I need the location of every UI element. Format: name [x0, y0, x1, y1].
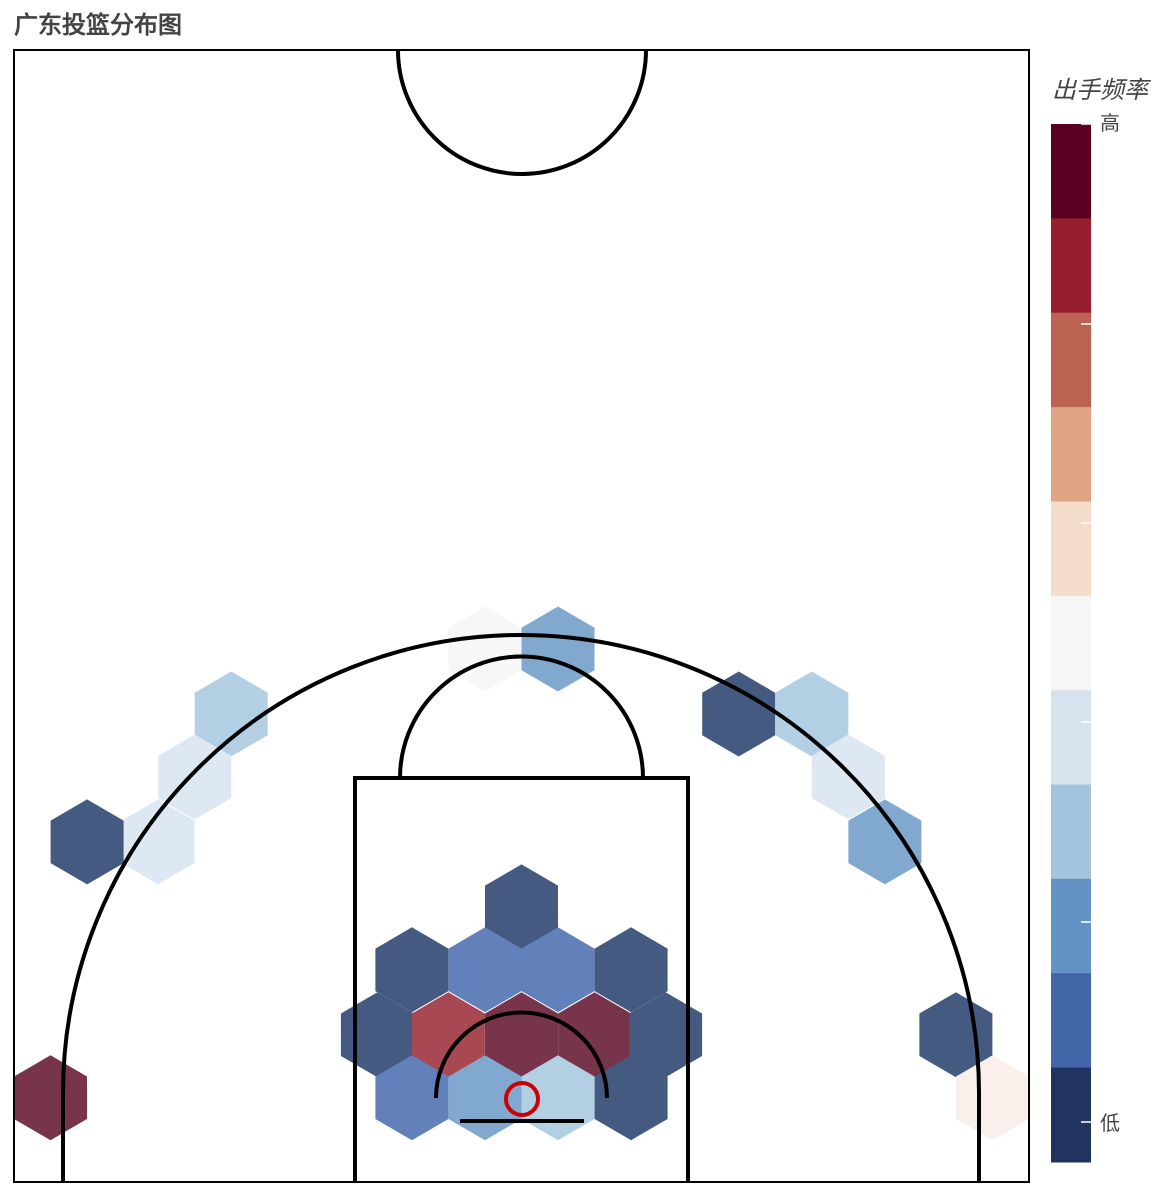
hexbin-20 — [375, 1055, 449, 1141]
restricted-area — [434, 1010, 609, 1099]
hexbin-7 — [775, 671, 849, 757]
plot-border — [13, 49, 1030, 1183]
hexbin-26 — [14, 1055, 87, 1141]
legend-swatch-6 — [1051, 690, 1091, 786]
hexbin-18 — [558, 992, 632, 1078]
hexbin-15 — [340, 992, 414, 1078]
color-legend — [1051, 124, 1091, 1163]
legend-swatch-4 — [1051, 501, 1091, 597]
court-lines — [61, 49, 981, 1182]
hexbin-10 — [485, 864, 558, 950]
legend-title: 出手频率 — [1052, 76, 1152, 104]
hexbin-22 — [521, 1055, 595, 1141]
hexbin-23 — [594, 1055, 668, 1141]
hexbin-2 — [194, 671, 268, 757]
legend-ticks — [1081, 123, 1091, 1123]
hexbin-19 — [629, 992, 703, 1078]
legend-swatch-3 — [1051, 407, 1091, 502]
center-circle — [396, 49, 648, 176]
hexbin-11 — [375, 927, 449, 1013]
three-point-line — [61, 633, 981, 1182]
chart-title: 广东投篮分布图 — [14, 11, 182, 39]
free-throw-circle — [398, 654, 645, 779]
legend-swatch-2 — [1051, 312, 1091, 408]
legend-swatch-5 — [1051, 595, 1091, 691]
hexbin-9 — [848, 799, 922, 885]
legend-swatch-9 — [1051, 973, 1091, 1069]
hexbin-12 — [448, 927, 522, 1013]
paint — [353, 776, 690, 1182]
hexbin-layer — [14, 606, 1029, 1141]
hexbin-4 — [121, 799, 195, 885]
hexbin-21 — [448, 1055, 522, 1141]
legend-swatch-1 — [1051, 218, 1091, 314]
legend-swatch-10 — [1051, 1067, 1091, 1163]
legend-swatch-8 — [1051, 878, 1091, 974]
hexbin-5 — [50, 799, 124, 885]
hexbin-14 — [594, 927, 668, 1013]
legend-high-label: 高 — [1100, 111, 1120, 135]
hexbin-13 — [521, 927, 595, 1013]
hexbin-6 — [702, 671, 776, 757]
hoop — [504, 1081, 540, 1117]
hexbin-25 — [956, 1055, 1029, 1141]
legend-swatch-0 — [1051, 124, 1091, 219]
hexbin-16 — [411, 992, 485, 1078]
legend-swatch-7 — [1051, 784, 1091, 880]
legend-low-label: 低 — [1100, 1111, 1120, 1135]
